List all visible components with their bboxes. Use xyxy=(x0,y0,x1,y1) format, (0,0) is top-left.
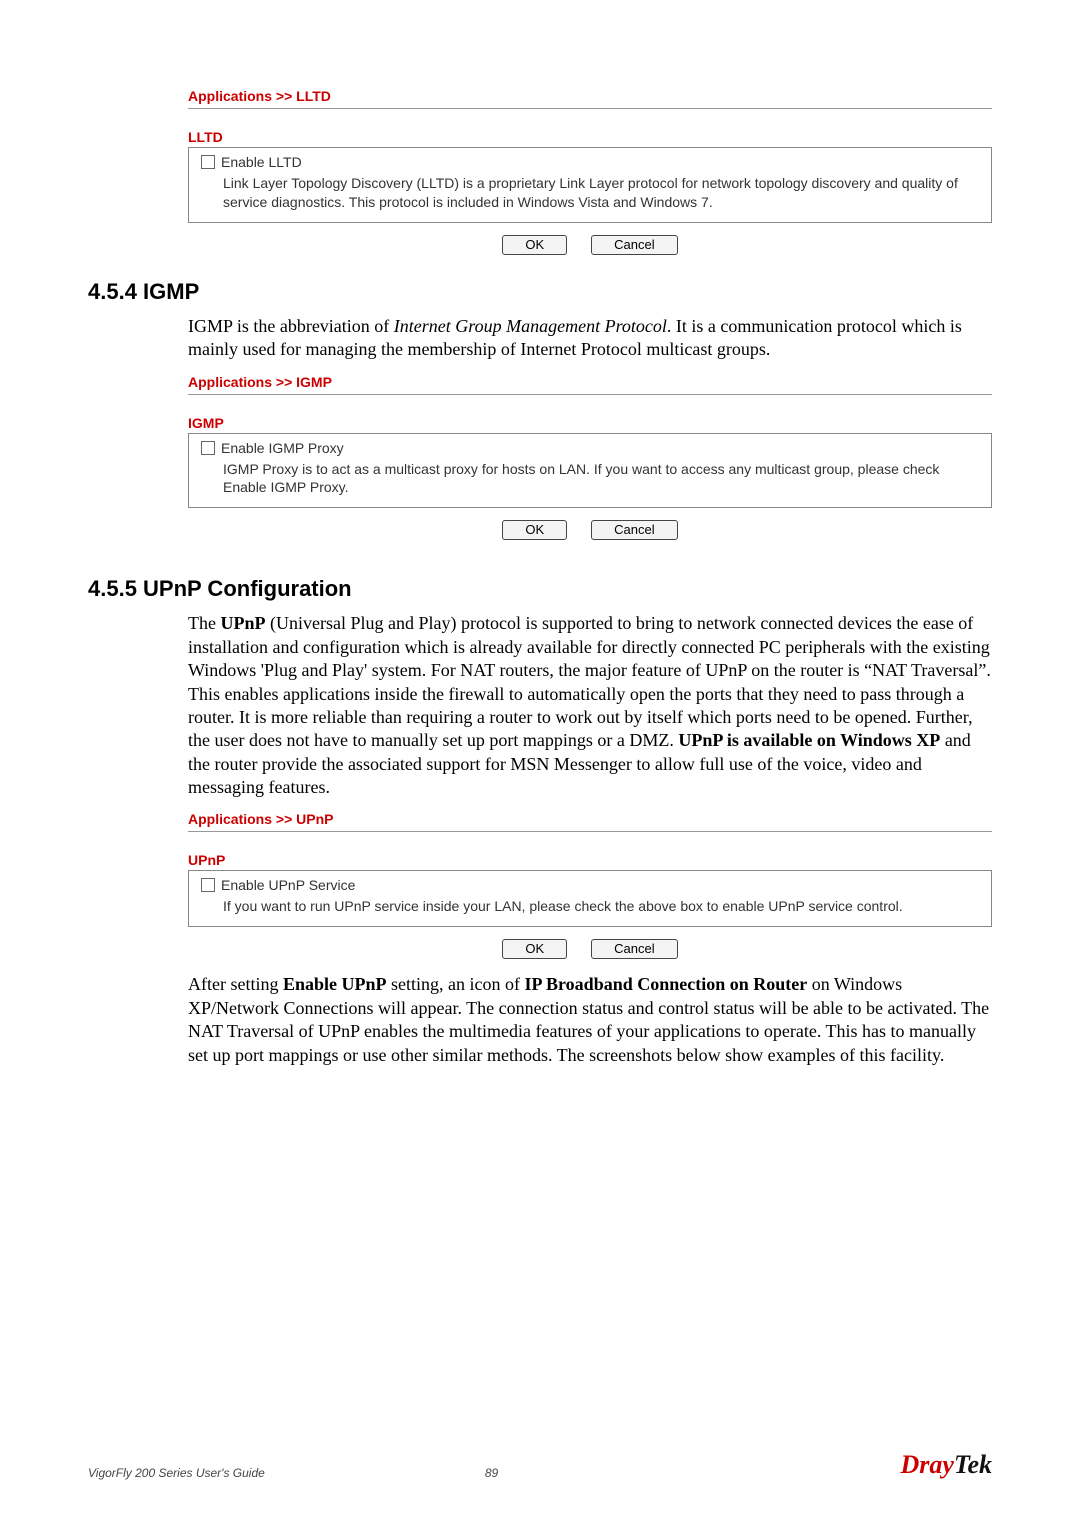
enable-igmp-checkbox[interactable] xyxy=(201,441,215,455)
lltd-ok-button[interactable]: OK xyxy=(502,235,567,255)
igmp-intro-a: IGMP is the abbreviation of xyxy=(188,316,394,336)
section-label-upnp: UPnP xyxy=(188,852,992,868)
lltd-description: Link Layer Topology Discovery (LLTD) is … xyxy=(201,174,979,212)
divider xyxy=(188,108,992,109)
igmp-intro-italic: Internet Group Management Protocol xyxy=(394,316,667,336)
page-footer: VigorFly 200 Series User's Guide 89 Dray… xyxy=(88,1450,992,1480)
enable-lltd-label: Enable LLTD xyxy=(221,154,302,170)
heading-igmp: 4.5.4 IGMP xyxy=(88,279,992,305)
igmp-description: IGMP Proxy is to act as a multicast prox… xyxy=(201,460,979,498)
heading-upnp: 4.5.5 UPnP Configuration xyxy=(88,576,992,602)
upnp-para2: After setting Enable UPnP setting, an ic… xyxy=(188,973,992,1067)
igmp-ok-button[interactable]: OK xyxy=(502,520,567,540)
upnp-p2-d: IP Broadband Connection on Router xyxy=(525,974,808,994)
enable-upnp-checkbox[interactable] xyxy=(201,878,215,892)
breadcrumb-upnp: Applications >> UPnP xyxy=(188,811,992,827)
breadcrumb-igmp: Applications >> IGMP xyxy=(188,374,992,390)
upnp-p2-c: setting, an icon of xyxy=(387,974,525,994)
logo-red: Dray xyxy=(901,1450,954,1479)
upnp-p2-b: Enable UPnP xyxy=(283,974,387,994)
upnp-cancel-button[interactable]: Cancel xyxy=(591,939,677,959)
lltd-box: Enable LLTD Link Layer Topology Discover… xyxy=(188,147,992,223)
upnp-p1-a: The xyxy=(188,613,220,633)
upnp-description: If you want to run UPnP service inside y… xyxy=(201,897,979,916)
upnp-p1-d: UPnP is available on Windows XP xyxy=(678,730,940,750)
upnp-p2-a: After setting xyxy=(188,974,283,994)
enable-lltd-checkbox[interactable] xyxy=(201,155,215,169)
igmp-box: Enable IGMP Proxy IGMP Proxy is to act a… xyxy=(188,433,992,509)
upnp-para1: The UPnP (Universal Plug and Play) proto… xyxy=(188,612,992,799)
section-label-igmp: IGMP xyxy=(188,415,992,431)
divider xyxy=(188,831,992,832)
breadcrumb-lltd: Applications >> LLTD xyxy=(188,88,992,104)
divider xyxy=(188,394,992,395)
enable-upnp-label: Enable UPnP Service xyxy=(221,877,355,893)
upnp-box: Enable UPnP Service If you want to run U… xyxy=(188,870,992,927)
lltd-cancel-button[interactable]: Cancel xyxy=(591,235,677,255)
logo-black: Tek xyxy=(954,1450,992,1479)
draytek-logo: DrayTek xyxy=(901,1450,992,1480)
footer-page-number: 89 xyxy=(485,1466,498,1480)
footer-guide: VigorFly 200 Series User's Guide xyxy=(88,1466,265,1480)
section-label-lltd: LLTD xyxy=(188,129,992,145)
igmp-intro: IGMP is the abbreviation of Internet Gro… xyxy=(188,315,992,362)
enable-igmp-label: Enable IGMP Proxy xyxy=(221,440,344,456)
upnp-ok-button[interactable]: OK xyxy=(502,939,567,959)
igmp-cancel-button[interactable]: Cancel xyxy=(591,520,677,540)
upnp-p1-b: UPnP xyxy=(220,613,265,633)
